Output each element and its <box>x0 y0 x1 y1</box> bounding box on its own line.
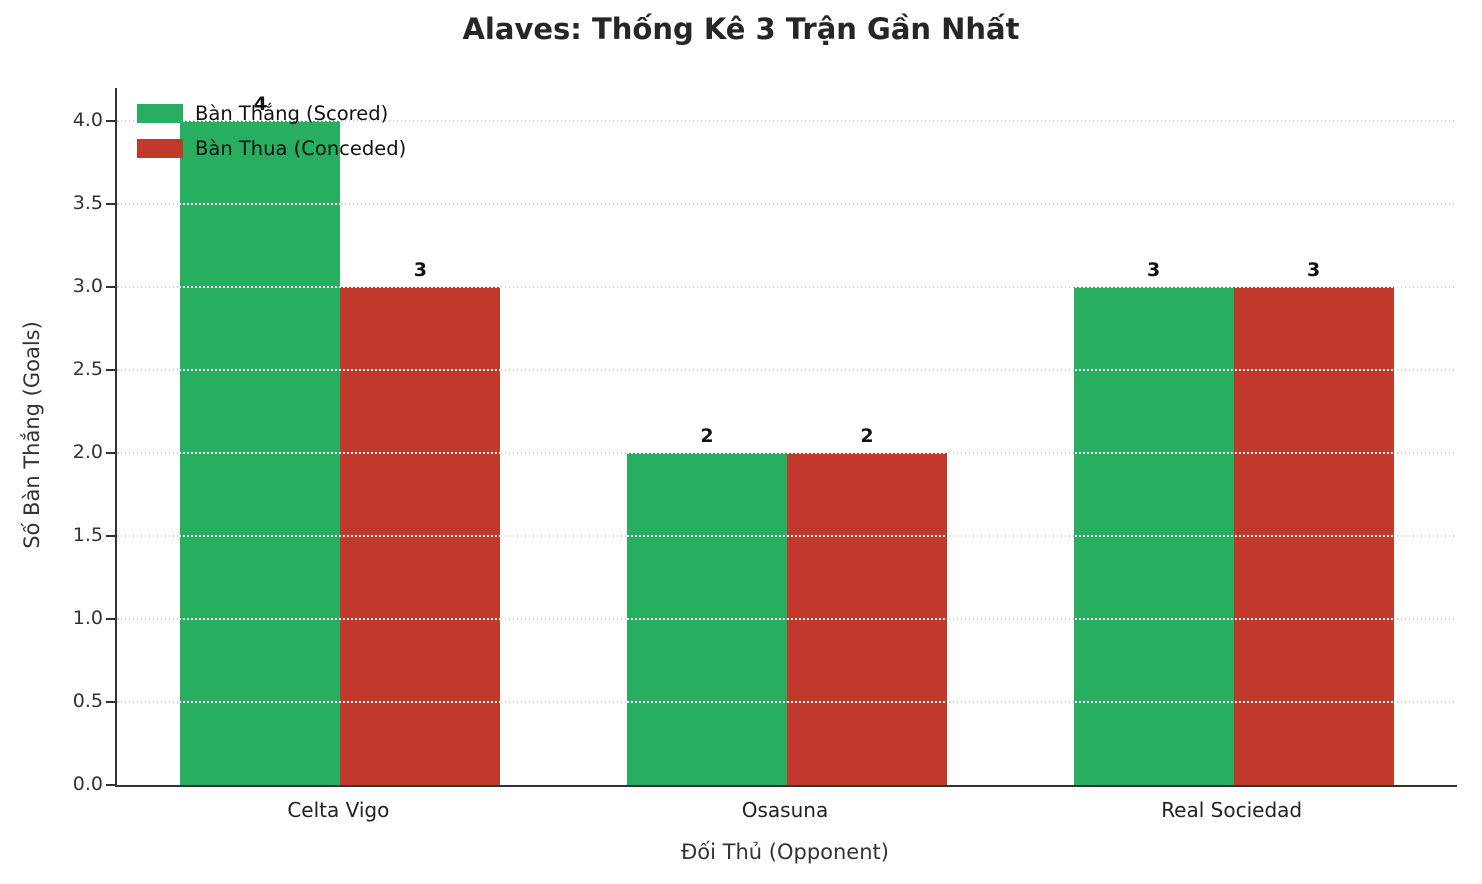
x-axis-label: Đối Thủ (Opponent) <box>681 840 889 864</box>
y-tick-label: 3.0 <box>72 275 103 298</box>
bar-value-label: 3 <box>1147 259 1161 282</box>
y-tick-label: 1.0 <box>72 607 103 630</box>
x-tick-label: Osasuna <box>741 798 829 822</box>
bar-value-label: 2 <box>700 425 714 448</box>
gridline <box>119 120 1457 123</box>
chart-title: Alaves: Thống Kê 3 Trận Gần Nhất <box>462 12 1020 46</box>
y-tick-mark <box>106 784 115 786</box>
gridline <box>119 618 1457 621</box>
x-tick-label: Real Sociedad <box>1161 798 1303 822</box>
legend-item-scored: Bàn Thắng (Scored) <box>137 102 406 125</box>
legend: Bàn Thắng (Scored) Bàn Thua (Conceded) <box>137 102 406 172</box>
y-tick-mark <box>106 535 115 538</box>
y-tick-mark <box>106 286 115 289</box>
legend-label-conceded: Bàn Thua (Conceded) <box>195 137 407 160</box>
gridline <box>119 701 1457 704</box>
gridline <box>119 452 1457 455</box>
legend-swatch-scored <box>137 104 183 123</box>
y-tick-mark <box>106 701 115 704</box>
y-tick-label: 0.0 <box>72 773 103 795</box>
gridline <box>119 203 1457 206</box>
y-tick-label: 0.5 <box>72 690 103 713</box>
y-tick-mark <box>106 369 115 372</box>
bar-value-label: 3 <box>1307 259 1321 282</box>
legend-item-conceded: Bàn Thua (Conceded) <box>137 137 406 160</box>
y-tick-label: 2.5 <box>72 358 103 381</box>
legend-swatch-conceded <box>137 139 183 158</box>
x-tick-label: Celta Vigo <box>287 798 390 822</box>
plot-area: Bàn Thắng (Scored) Bàn Thua (Conceded) 4… <box>115 88 1457 787</box>
gridline <box>119 369 1457 372</box>
y-tick-mark <box>106 618 115 621</box>
gridline <box>119 286 1457 289</box>
y-tick-label: 3.5 <box>72 192 103 215</box>
y-tick-mark <box>106 203 115 206</box>
bar-value-label: 4 <box>253 93 267 116</box>
bar-value-label: 3 <box>413 259 427 282</box>
y-tick-mark <box>106 452 115 455</box>
gridline <box>119 535 1457 538</box>
y-tick-mark <box>106 120 115 123</box>
bar-value-label: 2 <box>860 425 874 448</box>
y-tick-label: 2.0 <box>72 441 103 464</box>
legend-label-scored: Bàn Thắng (Scored) <box>195 102 389 125</box>
y-tick-label: 1.5 <box>72 524 103 547</box>
y-tick-label: 4.0 <box>72 109 103 132</box>
